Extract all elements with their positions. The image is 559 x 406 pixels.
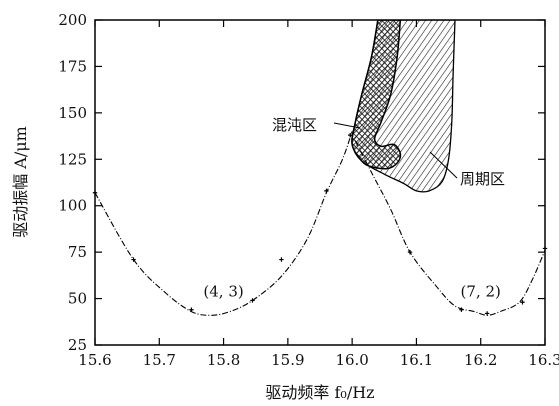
x-tick-label: 16.2 (464, 351, 497, 369)
chaotic-region (351, 20, 402, 170)
tongue-boundary-2 (354, 140, 545, 316)
data-point (324, 188, 329, 194)
x-tick-label: 16.0 (335, 351, 368, 369)
y-tick-label: 100 (58, 197, 87, 215)
y-tick-label: 175 (58, 57, 87, 75)
data-point (131, 257, 136, 262)
y-tick-label: 25 (68, 336, 87, 354)
x-tick-label: 15.6 (78, 351, 111, 369)
y-tick-label: 150 (58, 104, 87, 122)
y-tick-label: 125 (58, 150, 87, 168)
data-point (407, 249, 413, 255)
x-tick-label: 16.1 (400, 351, 433, 369)
mode-locking-label: (4, 3) (203, 283, 243, 301)
period-region-label: 周期区 (460, 170, 505, 188)
data-point (459, 307, 464, 312)
y-axis-label: 驱动振幅 A/μm (11, 126, 30, 238)
y-tick-label: 75 (68, 243, 87, 261)
x-tick-label: 16.3 (528, 351, 559, 369)
data-point (189, 307, 194, 312)
x-tick-label: 15.8 (207, 351, 240, 369)
x-axis-label: 驱动频率 f₀/Hz (265, 383, 374, 402)
chaos-label-leader (333, 122, 361, 129)
data-point (279, 257, 284, 262)
x-tick-label: 15.9 (271, 351, 304, 369)
data-point (250, 298, 255, 303)
x-tick-label: 15.7 (143, 351, 176, 369)
period-label-leader (429, 151, 458, 179)
data-point (348, 132, 353, 138)
chaos-region-label: 混沌区 (272, 116, 317, 134)
y-tick-label: 50 (68, 290, 87, 308)
mode-locking-label: (7, 2) (461, 283, 501, 301)
data-point (520, 300, 525, 305)
y-tick-label: 200 (58, 11, 87, 29)
data-point (484, 311, 490, 316)
plot-frame (94, 19, 546, 346)
